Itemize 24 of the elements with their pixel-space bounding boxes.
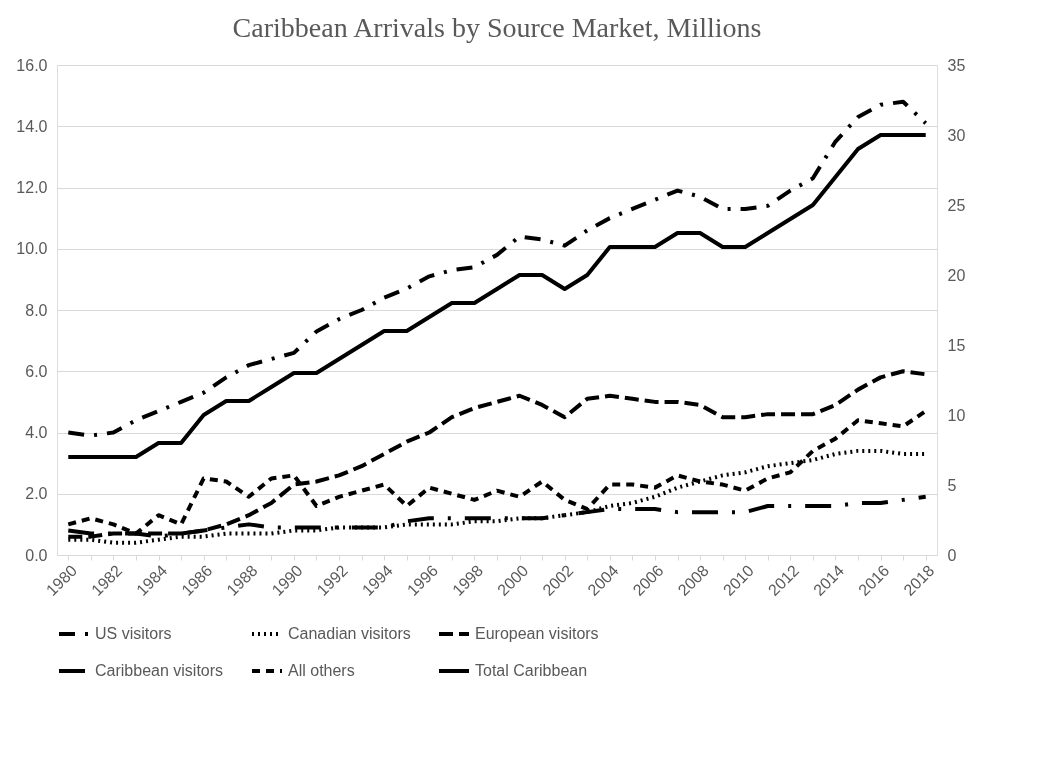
y2-tick-label: 10	[947, 406, 966, 424]
y2-tick-label: 15	[947, 336, 966, 354]
legend-label: Canadian visitors	[288, 625, 411, 642]
y-tick-label: 6.0	[25, 362, 48, 380]
legend-label: European visitors	[475, 625, 599, 642]
y-tick-label: 16.0	[16, 56, 48, 74]
y2-tick-label: 35	[947, 56, 966, 74]
y-tick-label: 14.0	[16, 117, 48, 135]
y-tick-label: 12.0	[16, 179, 48, 196]
y-tick-label: 10.0	[16, 240, 48, 258]
y2-tick-label: 5	[947, 476, 957, 494]
y2-tick-label: 25	[947, 196, 966, 214]
y-tick-label: 4.0	[25, 424, 48, 441]
y-tick-label: 8.0	[25, 301, 48, 319]
legend-label: All others	[288, 662, 355, 679]
legend-label: Total Caribbean	[475, 662, 588, 679]
legend-label: Caribbean visitors	[95, 662, 224, 679]
y2-tick-label: 20	[947, 266, 966, 284]
y-tick-label: 2.0	[25, 485, 48, 503]
chart-title: Caribbean Arrivals by Source Market, Millions	[232, 12, 762, 43]
legend-label: US visitors	[95, 625, 172, 642]
y-tick-label: 0.0	[25, 546, 48, 564]
y2-tick-label: 30	[947, 126, 966, 144]
y2-tick-label: 0	[947, 546, 957, 564]
